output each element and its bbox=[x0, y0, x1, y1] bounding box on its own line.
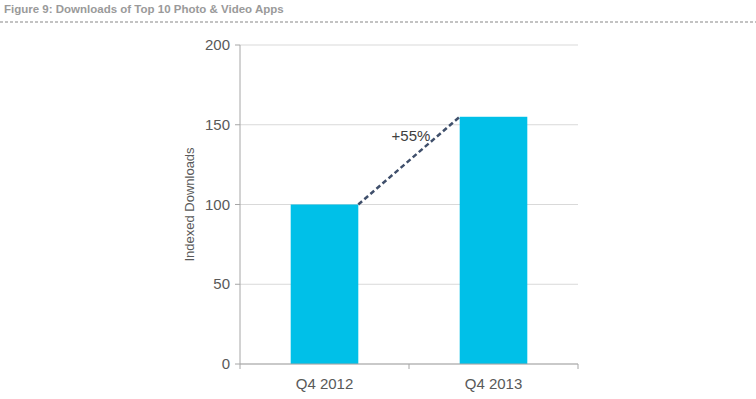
chart-svg: Figure 9: Downloads of Top 10 Photo & Vi… bbox=[0, 0, 756, 399]
y-tick-label: 200 bbox=[205, 36, 230, 53]
y-tick-label: 150 bbox=[205, 116, 230, 133]
annotation: +55% bbox=[392, 127, 431, 144]
y-tick bbox=[235, 364, 240, 365]
y-tick bbox=[235, 204, 240, 205]
x-tick bbox=[578, 364, 579, 369]
title-rule bbox=[0, 21, 756, 23]
y-axis-label: Indexed Downloads bbox=[182, 147, 197, 262]
bars bbox=[291, 117, 528, 364]
bar bbox=[291, 205, 359, 365]
chart-container: Figure 9: Downloads of Top 10 Photo & Vi… bbox=[0, 0, 756, 399]
y-tick-label: 100 bbox=[205, 196, 230, 213]
y-tick bbox=[235, 284, 240, 285]
grid-line bbox=[240, 45, 578, 46]
x-tick bbox=[240, 364, 241, 369]
x-tick-label: Q4 2012 bbox=[296, 375, 354, 392]
y-tick bbox=[235, 124, 240, 125]
x-tick bbox=[409, 364, 410, 369]
bar bbox=[460, 117, 528, 364]
x-tick-label: Q4 2013 bbox=[465, 375, 523, 392]
y-tick-label: 50 bbox=[213, 275, 230, 292]
change-connector bbox=[358, 117, 459, 205]
y-tick bbox=[235, 45, 240, 46]
y-axis bbox=[240, 45, 241, 364]
y-tick-label: 0 bbox=[222, 355, 230, 372]
title: Figure 9: Downloads of Top 10 Photo & Vi… bbox=[4, 3, 284, 15]
